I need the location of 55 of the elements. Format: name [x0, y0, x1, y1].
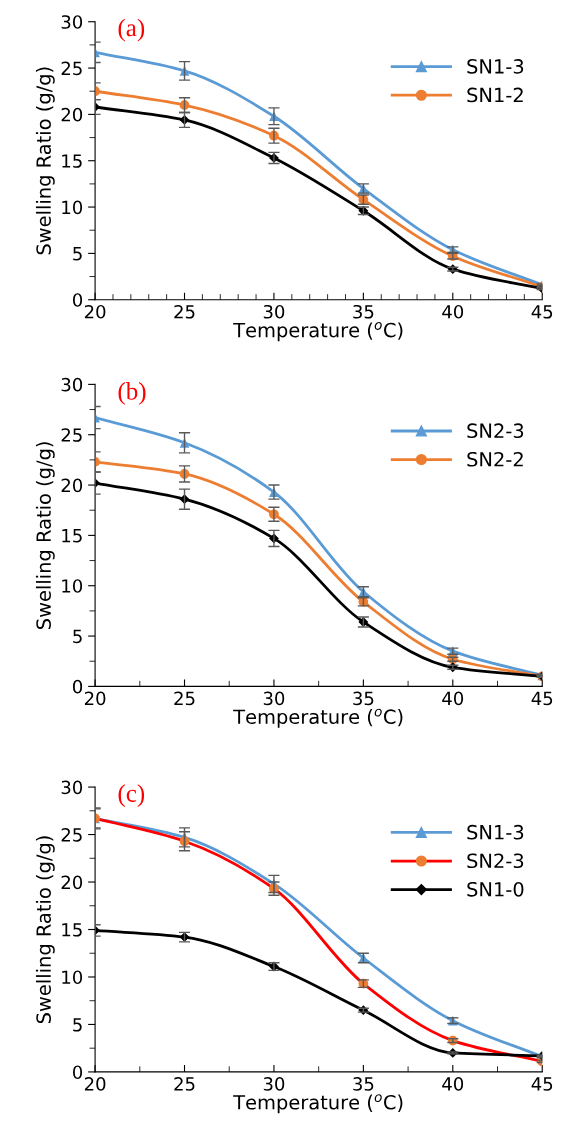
x-tick-label: 45: [531, 1077, 553, 1091]
x-tick-label: 45: [531, 691, 553, 706]
y-tick-label: 15: [62, 923, 82, 937]
x-tick-label: 35: [353, 1077, 374, 1091]
x-tick-label: 20: [84, 691, 106, 706]
y-tick-label: 0: [72, 679, 83, 694]
y-axis-title: Swelling Ratio (g/g): [35, 442, 55, 629]
y-tick-label: 20: [61, 107, 83, 122]
x-tick-label: 30: [263, 304, 285, 319]
x-tick-label: 40: [442, 691, 464, 706]
x-tick-label: 20: [84, 304, 106, 319]
chart-title: (c): [118, 784, 145, 807]
y-tick-label: 5: [73, 247, 82, 261]
y-tick-label: 5: [73, 629, 82, 644]
legend-label: SN1-3: [467, 59, 524, 74]
legend-label: SN2-2: [467, 451, 523, 467]
y-tick-label: 0: [72, 293, 83, 307]
y-tick-label: 20: [61, 478, 83, 493]
x-tick-label: 25: [174, 1077, 195, 1091]
chart-title: (b): [118, 382, 146, 405]
y-tick-label: 25: [61, 61, 82, 76]
y-tick-label: 30: [61, 15, 83, 29]
y-tick-label: 30: [61, 377, 83, 392]
y-tick-label: 25: [61, 828, 82, 842]
chart-title: (a): [118, 18, 145, 42]
y-tick-label: 20: [61, 875, 83, 890]
y-tick-label: 30: [61, 780, 83, 795]
x-tick-label: 40: [442, 1077, 464, 1091]
legend-label: SN1-2: [467, 87, 523, 103]
y-tick-label: 0: [72, 1065, 83, 1080]
y-tick-label: 15: [62, 154, 82, 168]
x-tick-label: 25: [174, 304, 195, 319]
y-tick-label: 10: [62, 579, 83, 593]
y-tick-label: 10: [62, 200, 83, 215]
legend-label: SN2-3: [467, 853, 524, 869]
legend-label: SN1-3: [467, 824, 524, 840]
x-tick-label: 20: [84, 1077, 106, 1091]
x-tick-label: 40: [442, 304, 464, 319]
x-axis-title: Temperature ($^{o}$C): [233, 708, 403, 728]
x-tick-label: 30: [263, 691, 285, 706]
legend-label: SN2-3: [467, 423, 524, 439]
y-tick-label: 15: [62, 529, 82, 543]
y-tick-label: 25: [61, 428, 82, 442]
legend-label: SN1-0: [467, 881, 524, 897]
x-tick-label: 25: [174, 691, 195, 706]
y-tick-label: 10: [62, 970, 83, 985]
x-axis-title: Temperature ($^{o}$C): [233, 322, 403, 342]
x-tick-label: 30: [263, 1077, 285, 1091]
x-tick-label: 45: [531, 305, 553, 319]
y-tick-label: 5: [73, 1018, 82, 1032]
x-tick-label: 35: [353, 691, 374, 706]
x-tick-label: 35: [353, 304, 374, 319]
y-axis-title: Swelling Ratio (g/g): [35, 67, 55, 255]
x-axis-title: Temperature ($^{o}$C): [233, 1094, 403, 1114]
y-axis-title: Swelling Ratio (g/g): [35, 836, 55, 1024]
